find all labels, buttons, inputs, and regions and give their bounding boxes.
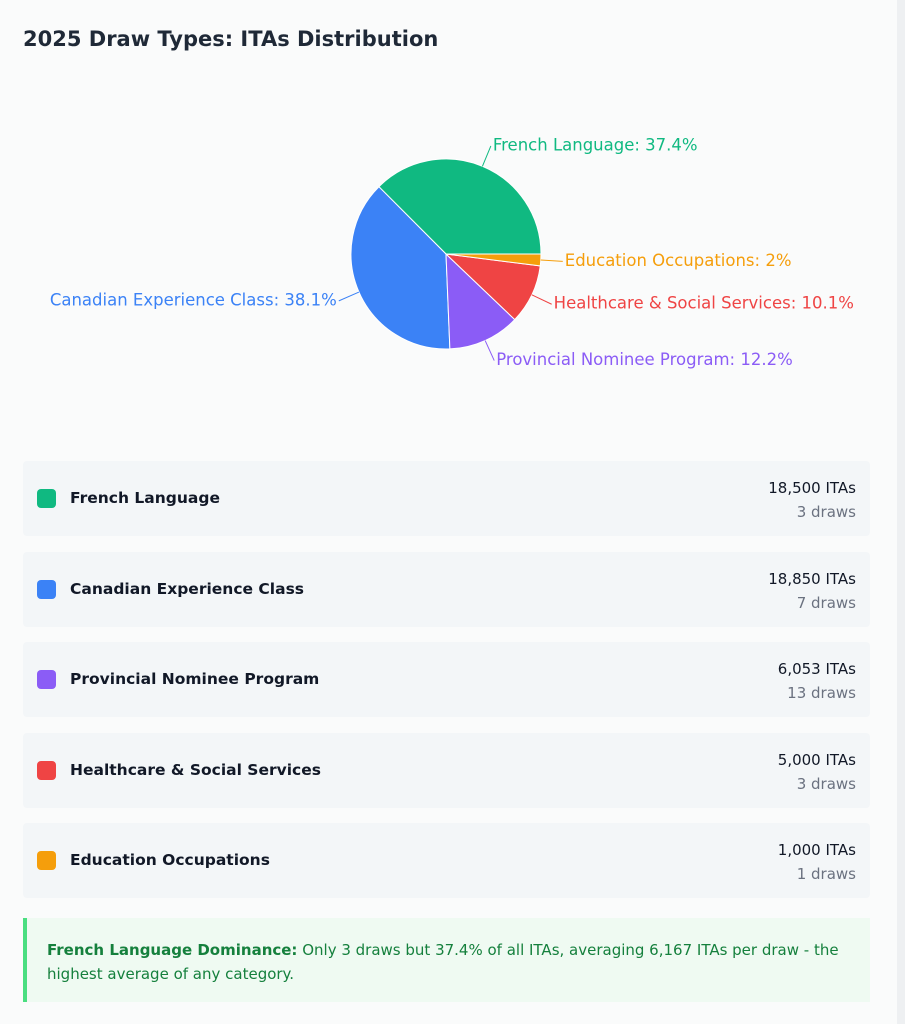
slice-label: Healthcare & Social Services: 10.1% bbox=[554, 294, 854, 313]
slice-label: French Language: 37.4% bbox=[493, 135, 698, 154]
type-name: Provincial Nominee Program bbox=[70, 670, 320, 688]
slice-label: Education Occupations: 2% bbox=[565, 251, 792, 270]
draws-count: 3 draws bbox=[796, 503, 856, 521]
draws-count: 3 draws bbox=[796, 775, 856, 793]
note-body: French Language Dominance: Only 3 draws … bbox=[47, 938, 850, 986]
pie-slice bbox=[350, 186, 451, 350]
type-card: Healthcare & Social Services 5,000 ITAs 3 … bbox=[23, 733, 870, 808]
label-line bbox=[484, 340, 495, 361]
color-swatch bbox=[37, 489, 56, 508]
scrollbar-edge bbox=[897, 0, 905, 1024]
type-name: French Language bbox=[70, 489, 220, 507]
slice-label: Canadian Experience Class: 38.1% bbox=[50, 290, 337, 309]
itas-count: 18,500 ITAs bbox=[768, 479, 856, 497]
color-swatch bbox=[37, 761, 56, 780]
type-card: Provincial Nominee Program 6,053 ITAs 13 d… bbox=[23, 642, 870, 717]
color-swatch bbox=[37, 851, 56, 870]
pie-chart: French Language: 37.4% Canadian Experienc… bbox=[50, 135, 854, 369]
pie-slice bbox=[378, 158, 542, 255]
type-name: Canadian Experience Class bbox=[70, 580, 305, 598]
note-text: Only 3 draws but 37.4% of all ITAs, aver… bbox=[47, 941, 839, 983]
label-line bbox=[481, 145, 492, 167]
draws-count: 1 draws bbox=[796, 865, 856, 883]
insight-note: French Language Dominance: Only 3 draws … bbox=[23, 918, 870, 1002]
label-line bbox=[540, 259, 563, 262]
slice-label: Provincial Nominee Program: 12.2% bbox=[496, 350, 793, 369]
itas-count: 5,000 ITAs bbox=[777, 751, 856, 769]
label-line bbox=[531, 294, 552, 305]
type-name: Healthcare & Social Services bbox=[70, 761, 321, 779]
note-title: French Language Dominance: bbox=[47, 941, 298, 959]
itas-count: 18,850 ITAs bbox=[768, 570, 856, 588]
draws-count: 7 draws bbox=[796, 594, 856, 612]
draws-count: 13 draws bbox=[787, 684, 856, 702]
type-card: Canadian Experience Class 18,850 ITAs 7 dr… bbox=[23, 552, 870, 627]
type-card: French Language 18,500 ITAs 3 draws bbox=[23, 461, 870, 536]
pie-slice bbox=[445, 252, 516, 350]
color-swatch bbox=[37, 580, 56, 599]
label-line bbox=[338, 291, 360, 302]
type-card: Education Occupations 1,000 ITAs 1 draws bbox=[23, 823, 870, 898]
type-name: Education Occupations bbox=[70, 851, 270, 869]
chart-title: 2025 Draw Types: ITAs Distribution bbox=[23, 27, 439, 51]
itas-count: 6,053 ITAs bbox=[777, 660, 856, 678]
itas-count: 1,000 ITAs bbox=[777, 841, 856, 859]
color-swatch bbox=[37, 670, 56, 689]
